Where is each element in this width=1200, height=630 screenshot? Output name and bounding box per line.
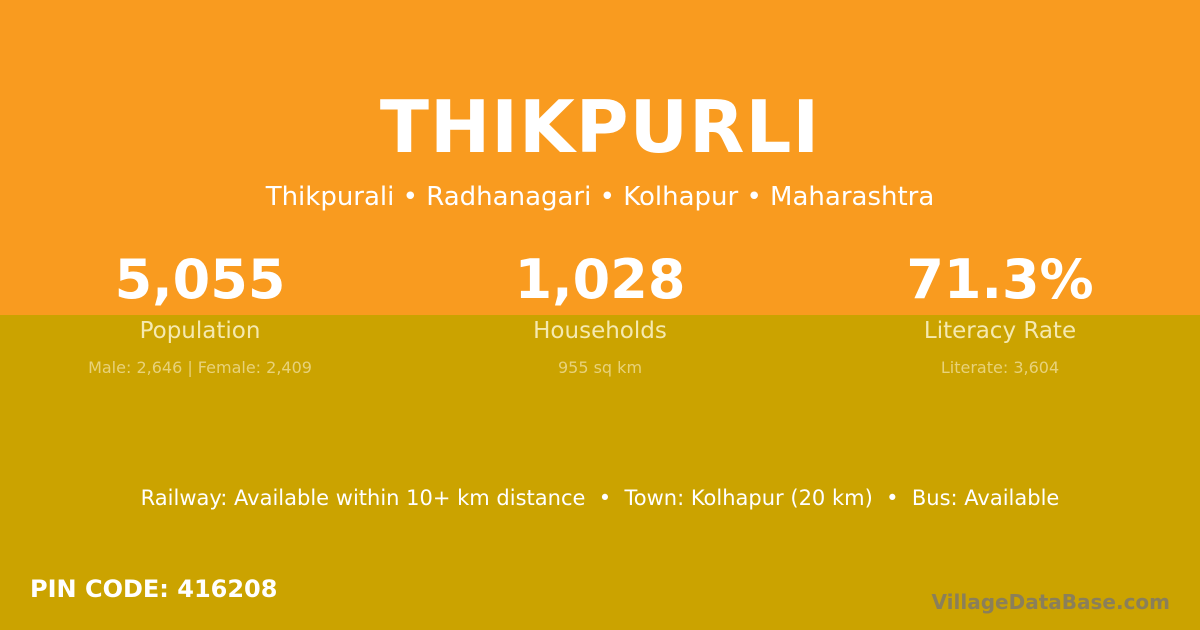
pin-code: PIN CODE: 416208 [30,575,278,603]
stat-value: 1,028 [514,248,686,311]
stat-sub: Literate: 3,604 [940,358,1060,377]
village-name: THIKPURLI [379,85,821,169]
stat-value: 5,055 [114,248,286,311]
stat-literacy: 71.3% Literacy Rate Literate: 3,604 [800,248,1200,378]
facilities-line: Railway: Available within 10+ km distanc… [140,486,1060,510]
brand-watermark: VillageDataBase.com [931,590,1170,614]
location-breadcrumb: Thikpurali • Radhanagari • Kolhapur • Ma… [265,182,935,212]
stat-label: Population [139,318,261,344]
stat-households: 1,028 Households 955 sq km [400,248,800,378]
stat-label: Households [533,318,667,344]
stat-sub: 955 sq km [557,358,643,377]
header-band [0,0,1200,315]
stat-value: 71.3% [906,248,1094,311]
stat-population: 5,055 Population Male: 2,646 | Female: 2… [0,248,400,378]
stat-sub: Male: 2,646 | Female: 2,409 [88,358,312,377]
stat-label: Literacy Rate [923,318,1077,344]
